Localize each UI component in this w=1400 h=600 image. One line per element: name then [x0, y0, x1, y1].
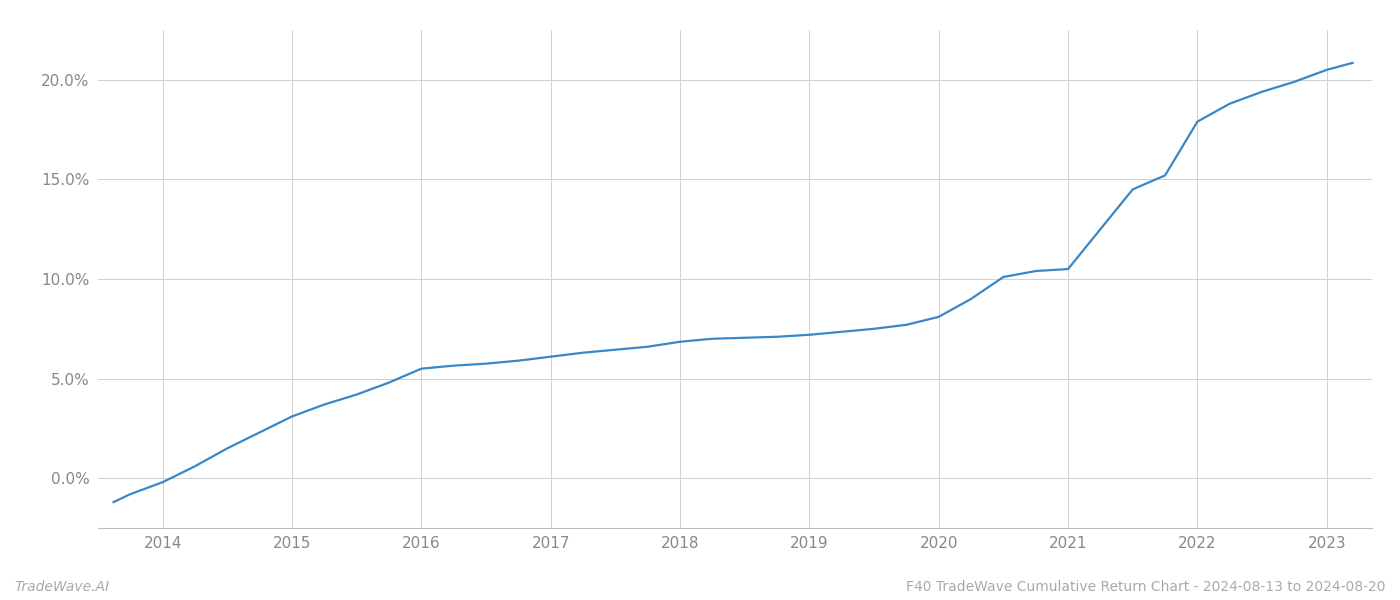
Text: F40 TradeWave Cumulative Return Chart - 2024-08-13 to 2024-08-20: F40 TradeWave Cumulative Return Chart - … — [907, 580, 1386, 594]
Text: TradeWave.AI: TradeWave.AI — [14, 580, 109, 594]
